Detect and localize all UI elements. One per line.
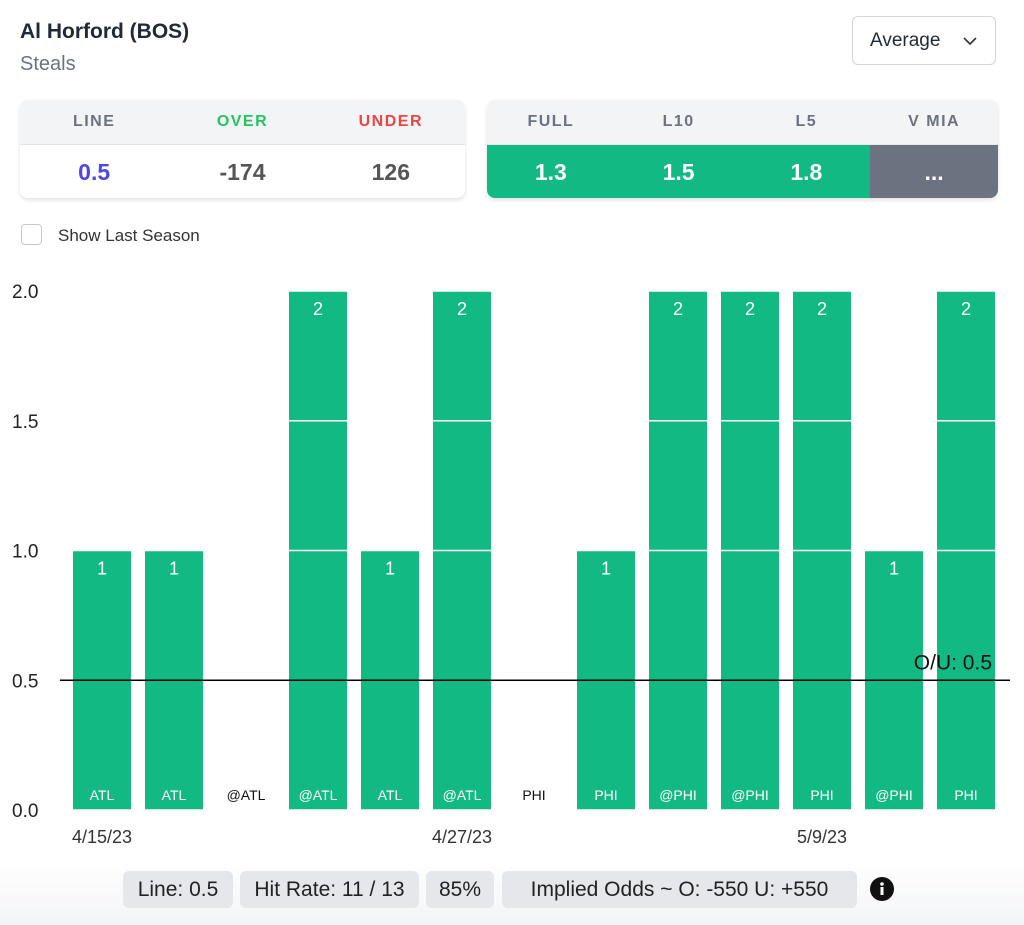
y-tick-label: 0.5 — [12, 671, 38, 692]
info-icon[interactable] — [870, 877, 894, 901]
value-label: 1 — [97, 559, 107, 579]
value-label: 2 — [745, 299, 755, 319]
x-tick-label: ATL — [378, 787, 403, 803]
y-tick-label: 0.0 — [12, 801, 38, 822]
value-label: 1 — [169, 559, 179, 579]
chart: 0.0 0.5 1.0 1.5 2.0 1 ATL 4/15/23 1 ATL @ATL 2 @ATL 1… — [12, 282, 1010, 847]
x-tick-label: @PHI — [731, 787, 769, 803]
header-cell: V MIA — [908, 113, 961, 130]
dropdown-label: Average — [870, 29, 941, 51]
dropdown[interactable]: Average — [852, 16, 996, 65]
y-tick-label: 2.0 — [12, 282, 38, 303]
x-tick-label: ATL — [90, 787, 115, 803]
x-tick-label: @ATL — [443, 787, 482, 803]
reference-label: O/U: 0.5 — [914, 651, 992, 674]
date-label: 4/15/23 — [72, 827, 132, 847]
footer-pill: 85% — [426, 871, 494, 908]
value-cell: ... — [870, 145, 998, 198]
value-label: 2 — [457, 299, 467, 319]
x-tick-label: @PHI — [659, 787, 697, 803]
x-tick-label: @ATL — [227, 787, 266, 803]
averages-card: FULL L10 L5 V MIA 1.3 1.5 1.8 ... — [487, 100, 998, 198]
x-tick-label: @PHI — [875, 787, 913, 803]
odds-card: LINE OVER UNDER 0.5 -174 126 — [20, 100, 465, 198]
value-cell: 1.3 — [487, 145, 615, 198]
x-tick-label: PHI — [522, 787, 545, 803]
x-tick-label: PHI — [810, 787, 833, 803]
value-cell: 1.5 — [614, 145, 743, 198]
y-tick-label: 1.5 — [12, 412, 38, 433]
checkbox-label: Show Last Season — [58, 226, 200, 245]
chevron — [963, 37, 977, 46]
checkbox[interactable] — [21, 224, 42, 245]
x-tick-label: @ATL — [299, 787, 338, 803]
value-cell: 126 — [371, 158, 410, 185]
value-label: 2 — [817, 299, 827, 319]
value-label: 2 — [313, 299, 323, 319]
stat-name: Steals — [20, 53, 76, 75]
player-name: Al Horford (BOS) — [20, 20, 190, 43]
value-cell: 0.5 — [78, 158, 111, 185]
x-tick-label: PHI — [954, 787, 977, 803]
value-label: 2 — [673, 299, 683, 319]
value-label: 2 — [961, 299, 971, 319]
header-cell: L10 — [662, 113, 695, 130]
date-label: 5/9/23 — [797, 827, 847, 847]
value-label: 1 — [601, 559, 611, 579]
x-tick-label: ATL — [162, 787, 187, 803]
y-tick-label: 1.0 — [12, 542, 38, 563]
value-cell: -174 — [219, 158, 266, 185]
header-cell: OVER — [216, 113, 269, 130]
header-cell: FULL — [527, 113, 575, 130]
header-cell: L5 — [795, 113, 818, 130]
header-cell: LINE — [72, 113, 116, 130]
x-tick-label: PHI — [594, 787, 617, 803]
footer-pill: Hit Rate: 11 / 13 — [240, 871, 419, 908]
value-cell: 1.8 — [742, 145, 871, 198]
footer-pill: Line: 0.5 — [123, 871, 233, 908]
value-label: 1 — [385, 559, 395, 579]
date-label: 4/27/23 — [432, 827, 492, 847]
header-cell: UNDER — [358, 113, 424, 130]
value-label: 1 — [889, 559, 899, 579]
footer-pill: Implied Odds ~ O: -550 U: +550 — [502, 871, 857, 908]
